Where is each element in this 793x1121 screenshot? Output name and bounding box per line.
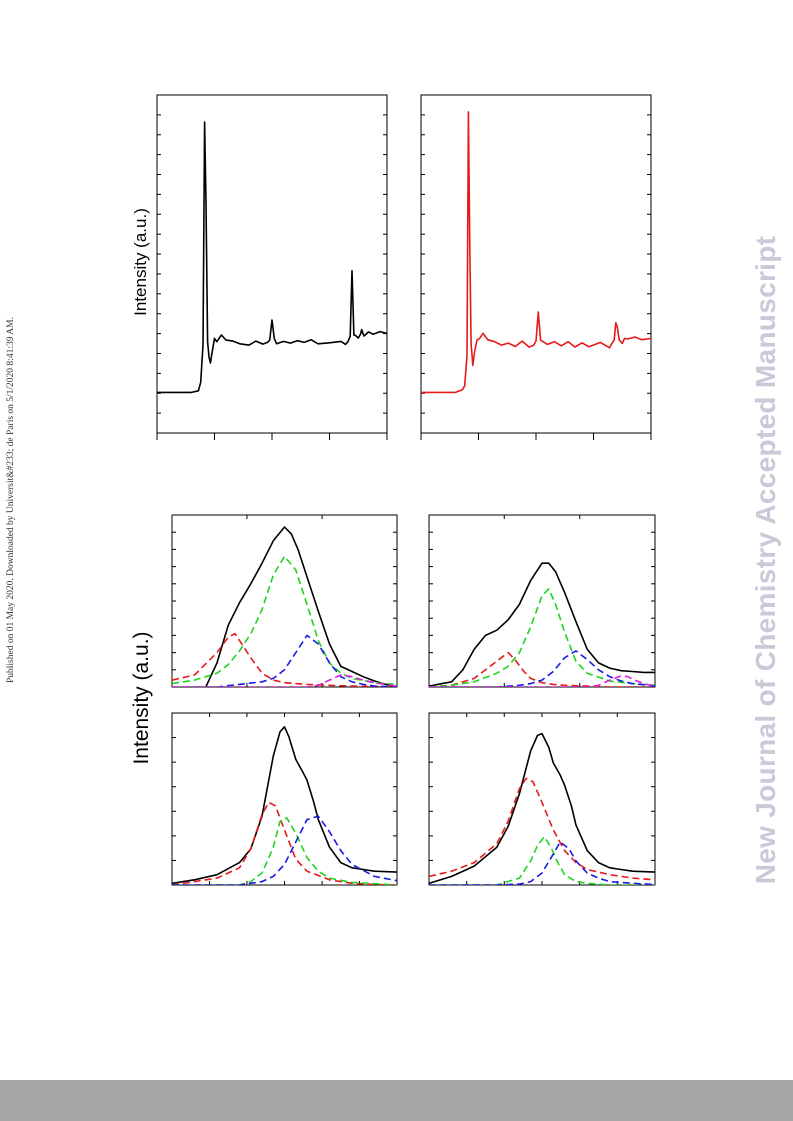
bottom-y-axis-label: Intensity (a.u.) — [130, 631, 153, 764]
plot-frame — [171, 712, 398, 886]
series-line-1 — [157, 121, 387, 394]
series-line-3 — [172, 632, 397, 687]
plot-frame — [428, 712, 656, 886]
series-line-2 — [429, 651, 655, 687]
series-line-4 — [429, 841, 655, 885]
series-line-2 — [172, 555, 397, 686]
series-line-3 — [172, 817, 397, 885]
series-line-2 — [172, 801, 397, 885]
series-line-4 — [172, 815, 397, 885]
series-line-1 — [429, 562, 655, 687]
plot-frame — [156, 94, 388, 434]
series-line-3 — [429, 588, 655, 687]
plot-frame — [420, 94, 652, 434]
plot-frame — [171, 514, 398, 688]
chart-panel-spectrum-black — [156, 94, 388, 440]
plot-frame — [428, 514, 656, 688]
series-line-1 — [421, 111, 651, 394]
chart-panel-fit-bottom-right — [428, 712, 656, 886]
chart-panel-fit-top-left — [171, 514, 398, 688]
series-line-2 — [429, 777, 655, 881]
series-line-4 — [172, 634, 397, 687]
series-line-1 — [205, 526, 397, 687]
series-line-1 — [429, 732, 655, 885]
chart-panels — [156, 94, 656, 886]
series-line-1 — [172, 726, 397, 885]
chart-panel-spectrum-red — [420, 94, 652, 440]
top-y-axis-label: Intensity (a.u.) — [131, 208, 150, 316]
footer-bar — [0, 1080, 793, 1121]
series-line-4 — [429, 650, 655, 687]
chart-panel-fit-bottom-left — [171, 712, 398, 886]
series-line-3 — [429, 836, 655, 885]
series-line-5 — [172, 674, 397, 687]
chart-panel-fit-top-right — [428, 514, 656, 688]
series-line-5 — [429, 675, 655, 687]
